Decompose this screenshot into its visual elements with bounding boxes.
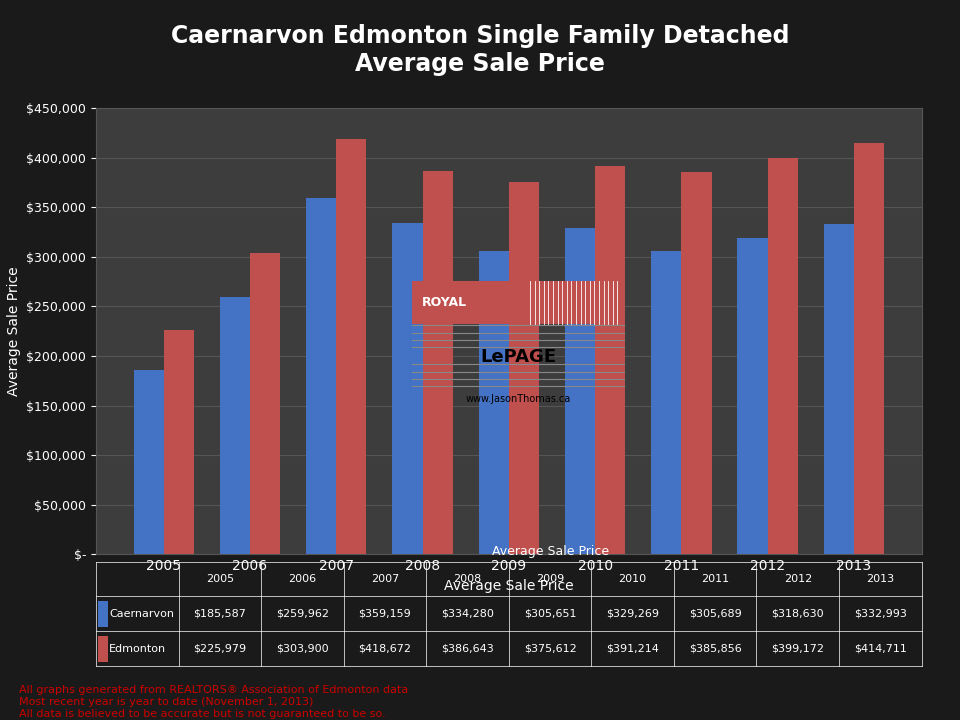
Text: $225,979: $225,979 — [193, 644, 247, 654]
Bar — [651, 251, 682, 554]
Text: Edmonton: Edmonton — [109, 644, 166, 654]
Bar — [413, 281, 624, 324]
Text: $185,587: $185,587 — [193, 609, 247, 618]
Text: $375,612: $375,612 — [524, 644, 576, 654]
Text: 2008: 2008 — [453, 574, 482, 584]
Text: LePAGE: LePAGE — [480, 348, 557, 366]
Bar — [853, 143, 884, 554]
Text: 2007: 2007 — [371, 574, 399, 584]
Bar — [479, 251, 509, 554]
Bar — [99, 636, 108, 662]
Text: Caernarvon Edmonton Single Family Detached
Average Sale Price: Caernarvon Edmonton Single Family Detach… — [171, 24, 789, 76]
Bar — [306, 198, 336, 554]
Bar — [737, 238, 768, 554]
Text: 2011: 2011 — [701, 574, 730, 584]
Bar — [220, 297, 250, 554]
Bar — [133, 370, 164, 554]
Text: $305,689: $305,689 — [689, 609, 741, 618]
Bar — [595, 166, 625, 554]
Text: $386,643: $386,643 — [442, 644, 493, 654]
Bar — [824, 224, 853, 554]
Bar — [422, 171, 453, 554]
Bar — [768, 158, 798, 554]
Text: 2012: 2012 — [783, 574, 812, 584]
Text: 2009: 2009 — [536, 574, 564, 584]
Text: $399,172: $399,172 — [771, 644, 825, 654]
Bar — [99, 601, 108, 627]
Bar — [336, 139, 367, 554]
Text: www.JasonThomas.ca: www.JasonThomas.ca — [466, 394, 571, 404]
Text: $385,856: $385,856 — [689, 644, 741, 654]
Text: $303,900: $303,900 — [276, 644, 328, 654]
Bar — [164, 330, 194, 554]
Text: 2006: 2006 — [288, 574, 317, 584]
Y-axis label: Average Sale Price: Average Sale Price — [7, 266, 21, 396]
Bar — [564, 228, 595, 554]
Text: $332,993: $332,993 — [853, 609, 907, 618]
Text: Caernarvon: Caernarvon — [109, 609, 174, 618]
Bar — [509, 181, 539, 554]
Text: 2010: 2010 — [618, 574, 647, 584]
X-axis label: Average Sale Price: Average Sale Price — [444, 579, 574, 593]
Text: ROYAL: ROYAL — [421, 296, 467, 309]
Text: $391,214: $391,214 — [606, 644, 660, 654]
Text: $259,962: $259,962 — [276, 609, 329, 618]
Text: $329,269: $329,269 — [606, 609, 660, 618]
Text: $334,280: $334,280 — [441, 609, 494, 618]
Bar — [250, 253, 280, 554]
Bar — [682, 171, 711, 554]
Text: 2013: 2013 — [866, 574, 895, 584]
Text: $418,672: $418,672 — [358, 644, 412, 654]
Bar — [393, 222, 422, 554]
Text: All graphs generated from REALTORS® Association of Edmonton data
Most recent yea: All graphs generated from REALTORS® Asso… — [19, 685, 408, 719]
Text: $305,651: $305,651 — [524, 609, 576, 618]
Text: $318,630: $318,630 — [772, 609, 824, 618]
Text: 2005: 2005 — [205, 574, 234, 584]
Text: $414,711: $414,711 — [853, 644, 907, 654]
Text: $359,159: $359,159 — [359, 609, 411, 618]
Text: Average Sale Price: Average Sale Price — [492, 545, 609, 558]
